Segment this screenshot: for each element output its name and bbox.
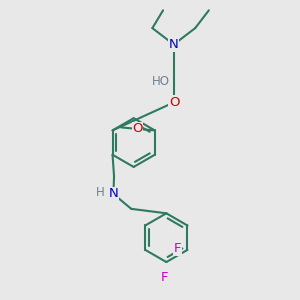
Text: N: N xyxy=(109,188,118,200)
Text: H: H xyxy=(96,186,105,199)
Text: F: F xyxy=(161,271,169,284)
Text: O: O xyxy=(169,96,180,109)
Text: F: F xyxy=(173,242,181,255)
Text: HO: HO xyxy=(152,75,170,88)
Text: N: N xyxy=(169,38,179,51)
Text: O: O xyxy=(132,122,143,135)
